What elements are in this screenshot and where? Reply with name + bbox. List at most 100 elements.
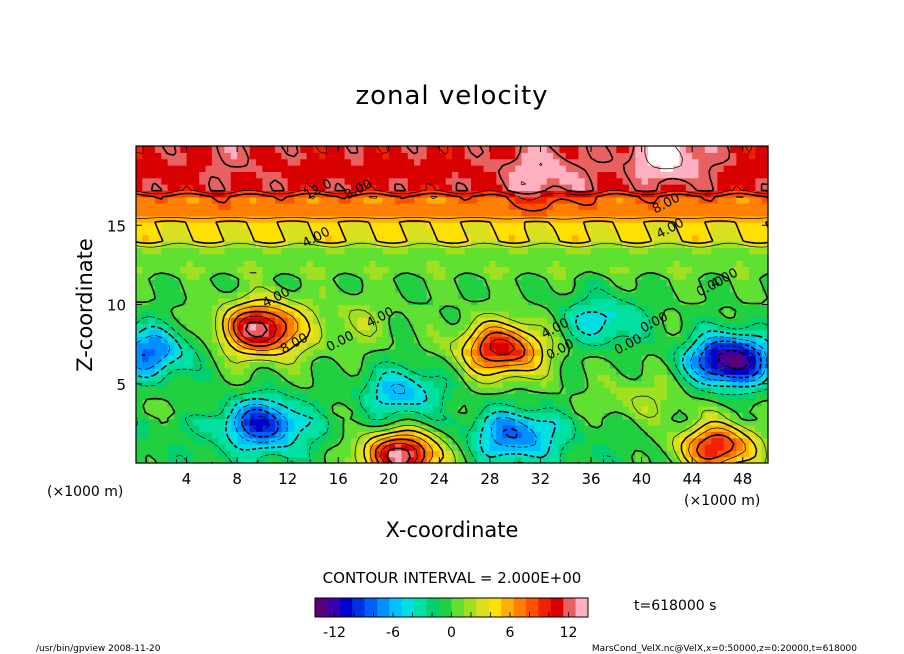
heatmap-cell <box>610 158 617 166</box>
heatmap-cell <box>363 342 371 350</box>
heatmap-cell <box>521 323 529 331</box>
heatmap-cell <box>300 342 308 350</box>
heatmap-cell <box>502 355 510 363</box>
heatmap-cell <box>426 374 434 382</box>
heatmap-cell <box>382 222 390 230</box>
heatmap-cell <box>717 209 725 217</box>
heatmap-cell <box>559 418 567 426</box>
heatmap-cell <box>458 361 466 369</box>
heatmap-cell <box>489 399 497 407</box>
heatmap-cell <box>287 146 295 153</box>
heatmap-cell <box>325 177 333 185</box>
heatmap-cell <box>559 412 567 420</box>
heatmap-cell <box>458 158 466 166</box>
heatmap-cell <box>344 253 352 261</box>
heatmap-cell <box>388 412 396 420</box>
heatmap-cell <box>508 298 516 306</box>
heatmap-cell <box>755 291 763 299</box>
heatmap-cell <box>553 184 561 191</box>
heatmap-cell <box>641 386 649 394</box>
heatmap-cell <box>534 323 542 331</box>
heatmap-cell <box>142 165 150 172</box>
heatmap-cell <box>603 424 611 432</box>
heatmap-cell <box>452 196 459 204</box>
heatmap-cell <box>698 374 706 382</box>
heatmap-cell <box>584 266 592 274</box>
heatmap-cell <box>761 456 769 464</box>
heatmap-cell <box>243 317 251 325</box>
heatmap-cell <box>205 247 213 255</box>
heatmap-cell <box>603 399 611 407</box>
heatmap-cell <box>660 374 668 382</box>
heatmap-cell <box>154 291 162 299</box>
heatmap-cell <box>761 203 769 210</box>
heatmap-cell <box>180 203 188 210</box>
heatmap-cell <box>692 234 700 242</box>
heatmap-cell <box>382 323 390 331</box>
heatmap-cell <box>407 374 415 382</box>
heatmap-cell <box>477 196 485 204</box>
heatmap-cell <box>635 285 643 293</box>
heatmap-cell <box>452 285 459 293</box>
heatmap-cell <box>534 367 542 375</box>
heatmap-cell <box>275 450 282 458</box>
heatmap-cell <box>376 412 384 420</box>
heatmap-cell <box>578 424 586 432</box>
heatmap-cell <box>167 456 175 464</box>
heatmap-cell <box>527 418 535 426</box>
heatmap-cell <box>338 247 346 255</box>
heatmap-cell <box>294 266 301 274</box>
heatmap-cell <box>749 443 756 451</box>
heatmap-cell <box>407 380 415 388</box>
heatmap-cell <box>477 412 485 420</box>
heatmap-cell <box>306 317 314 325</box>
heatmap-cell <box>243 361 251 369</box>
heatmap-cell <box>610 424 617 432</box>
heatmap-cell <box>312 443 320 451</box>
heatmap-cell <box>350 177 358 185</box>
heatmap-cell <box>414 190 421 198</box>
heatmap-cell <box>685 279 693 287</box>
heatmap-cell <box>610 146 617 153</box>
heatmap-cell <box>666 146 674 153</box>
heatmap-cell <box>565 412 573 420</box>
heatmap-cell <box>445 196 453 204</box>
heatmap-cell <box>300 399 308 407</box>
heatmap-cell <box>306 342 314 350</box>
heatmap-cell <box>256 412 263 420</box>
heatmap-cell <box>148 260 156 268</box>
heatmap-cell <box>180 348 188 356</box>
heatmap-cell <box>673 443 681 451</box>
heatmap-cell <box>433 393 440 401</box>
heatmap-cell <box>736 424 744 432</box>
heatmap-cell <box>237 285 245 293</box>
heatmap-cell <box>148 405 156 413</box>
heatmap-cell <box>268 317 276 325</box>
heatmap-cell <box>546 247 554 255</box>
heatmap-cell <box>331 158 339 166</box>
heatmap-cell <box>218 418 226 426</box>
heatmap-cell <box>249 222 257 230</box>
heatmap-cell <box>755 393 763 401</box>
heatmap-cell <box>344 279 352 287</box>
heatmap-cell <box>496 317 504 325</box>
heatmap-cell <box>357 374 365 382</box>
heatmap-cell <box>192 304 200 312</box>
heatmap-cell <box>275 355 282 363</box>
heatmap-cell <box>534 342 542 350</box>
heatmap-cell <box>635 329 643 337</box>
heatmap-cell <box>426 399 434 407</box>
heatmap-cell <box>287 456 295 464</box>
heatmap-cell <box>136 443 143 451</box>
heatmap-cell <box>319 355 327 363</box>
heatmap-cell <box>540 260 548 268</box>
heatmap-cell <box>224 329 232 337</box>
heatmap-cell <box>414 184 421 191</box>
heatmap-cell <box>420 177 428 185</box>
heatmap-cell <box>572 380 579 388</box>
heatmap-cell <box>199 291 207 299</box>
heatmap-cell <box>641 266 649 274</box>
heatmap-cell <box>704 215 712 223</box>
heatmap-cell <box>338 386 346 394</box>
heatmap-cell <box>445 228 453 236</box>
